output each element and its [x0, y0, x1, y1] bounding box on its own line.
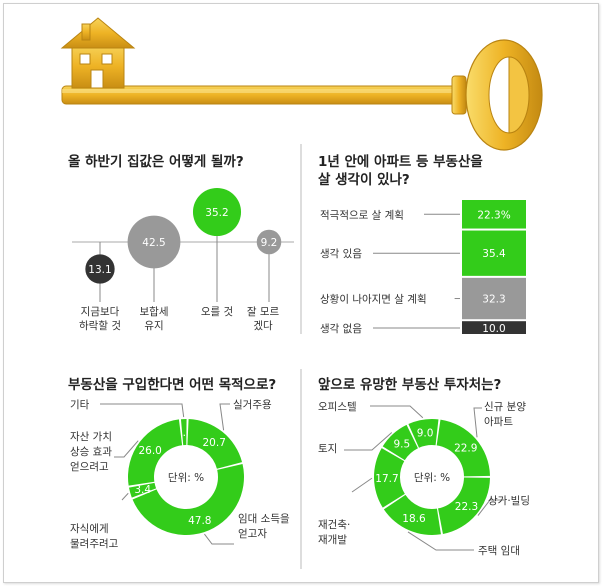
bubble-mark — [127, 215, 181, 269]
donut-slice — [408, 419, 439, 448]
donut-value-label: 22.3 — [455, 501, 478, 513]
donut-unit-label: 단위: % — [414, 471, 450, 484]
bubble-value-label: 42.5 — [142, 237, 165, 249]
donut-category-label: 자산 가치 — [70, 431, 112, 443]
bubble-mark — [256, 229, 282, 255]
donut-leader-line — [121, 492, 129, 501]
bubble-mark — [192, 187, 242, 237]
donut-category-label: 오피스텔 — [318, 401, 357, 413]
donut-leader-line — [473, 407, 482, 438]
donut-value-label: 47.8 — [188, 515, 211, 527]
bar-segment — [462, 230, 526, 276]
donut-leader-line — [100, 403, 185, 418]
donut-slice — [128, 419, 183, 486]
donut-category-label: 상승 효과 — [70, 446, 112, 458]
donut-value-label: 20.7 — [203, 437, 226, 449]
bubble-category-label: 하락할 것 — [79, 319, 121, 332]
donut-category-label: 주택 임대 — [478, 544, 520, 557]
donut-category-label: 재개발 — [318, 534, 347, 546]
donut-category-label: 임대 소득을 — [238, 512, 290, 525]
bar-segment — [462, 321, 526, 334]
golden-key-illustration — [60, 17, 543, 151]
chart-promising-investment-title: 앞으로 유망한 부동산 투자처는? — [318, 376, 501, 393]
donut-slice — [436, 419, 490, 477]
donut-value-label: 3.4 — [134, 484, 151, 496]
donut-leader-line — [204, 533, 234, 545]
bubble-category-label: 유지 — [144, 320, 163, 332]
chart-housing-price-outlook-title: 올 하반기 집값은 어떻게 될까? — [68, 153, 244, 170]
donut-value-label: 26.0 — [138, 445, 161, 457]
donut-slice — [383, 494, 441, 535]
bar-segment — [462, 200, 526, 229]
donut-value-label: 18.6 — [402, 513, 426, 525]
chart-purchase-intention-title-line-2: 살 생각이 있나? — [318, 171, 410, 188]
donut-slice — [187, 419, 243, 469]
bar-value-label: 22.3% — [477, 209, 510, 221]
donut-leader-line — [344, 432, 393, 451]
bubble-category-label: 보합세 — [140, 306, 169, 318]
bar-category-label: 생각 없음 — [320, 322, 362, 335]
bubble-mark — [85, 254, 115, 284]
bar-category-label: 적극적으로 살 계획 — [320, 209, 404, 221]
donut-category-label: 기타 — [70, 399, 90, 411]
donut-category-label: 자식에게 — [70, 523, 109, 535]
donut-leader-line — [114, 440, 139, 458]
bubble-value-label: 13.1 — [88, 264, 111, 276]
donut-slice — [382, 424, 418, 461]
donut-category-label: 실거주용 — [233, 399, 272, 411]
donut-slice — [438, 477, 490, 534]
bar-value-label: 10.0 — [482, 323, 505, 335]
donut-category-label: 상가·빌딩 — [488, 495, 530, 507]
bubble-category-label: 잘 모르 — [247, 306, 280, 318]
donut-category-label: 물려주려고 — [70, 538, 119, 550]
donut-category-label: 신규 분양 — [484, 401, 526, 413]
donut-slice — [132, 464, 244, 536]
chart-purchase-intention: 1년 안에 아파트 등 부동산을 살 생각이 있나? 22.3% 적극적으로 살 … — [318, 153, 526, 335]
bubble-category-label: 오를 것 — [201, 306, 233, 318]
donut-leader-line — [407, 531, 474, 551]
donut-value-label: 17.7 — [375, 473, 398, 485]
donut-value-label: 9.5 — [393, 439, 410, 451]
bubble-value-label: 9.2 — [261, 237, 278, 249]
donut-category-label: 얻고자 — [238, 528, 267, 540]
donut-leader-line — [477, 499, 504, 516]
chart-purchase-intention-title-line-1: 1년 안에 아파트 등 부동산을 — [318, 153, 483, 170]
donut-slice — [180, 419, 187, 446]
bubble-value-label: 35.2 — [205, 207, 228, 219]
bar-category-label: 상황이 나아지면 살 계획 — [320, 294, 427, 306]
donut-leader-line — [370, 405, 424, 419]
donut-slice — [128, 482, 157, 498]
donut-category-label: 토지 — [318, 443, 337, 455]
bar-value-label: 32.3 — [482, 294, 505, 306]
donut-category-label: 아파트 — [484, 416, 513, 428]
donut-value-label: 22.9 — [454, 442, 477, 454]
bar-category-label: 생각 있음 — [320, 248, 362, 260]
donut-leader-line — [219, 403, 230, 431]
donut-category-label: 재건축· — [318, 519, 350, 531]
donut-slice — [374, 448, 405, 508]
donut-value-label: 9.0 — [417, 428, 434, 440]
donut-category-label: 얻으려고 — [70, 461, 109, 473]
bubble-category-label: 겠다 — [253, 320, 273, 332]
donut-unit-label: 단위: % — [168, 471, 204, 484]
bar-value-label: 35.4 — [482, 248, 506, 260]
chart-purchase-purpose-title: 부동산을 구입한다면 어떤 목적으로? — [68, 376, 276, 393]
bubble-category-label: 지금보다 — [81, 306, 120, 318]
donut-leader-line — [351, 477, 373, 493]
bar-segment — [462, 277, 526, 320]
